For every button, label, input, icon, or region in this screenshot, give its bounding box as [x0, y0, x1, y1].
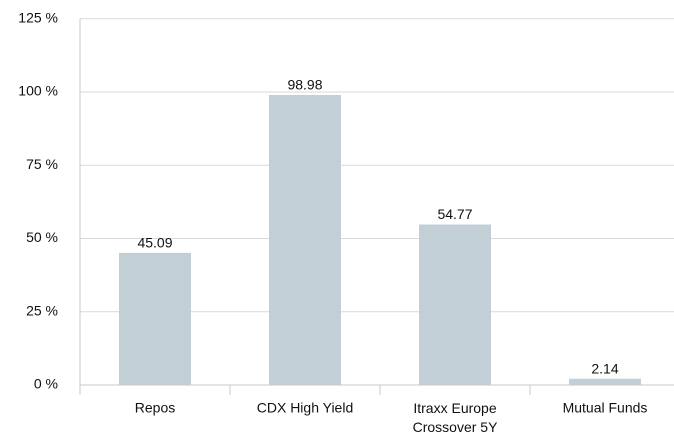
bar [119, 252, 191, 385]
x-tick-label: Itraxx Europe Crossover 5Y [413, 400, 498, 435]
y-tick-label: 75 % [26, 156, 58, 172]
data-label: 45.09 [137, 235, 172, 251]
x-tick-label: Mutual Funds [563, 400, 648, 416]
data-label: 2.14 [591, 360, 618, 376]
bar [419, 224, 491, 385]
x-tick-label: CDX High Yield [257, 400, 354, 416]
y-tick-label: 0 % [34, 376, 58, 392]
bar [569, 378, 641, 385]
data-label: 54.77 [437, 206, 472, 222]
y-tick-label: 50 % [26, 229, 58, 245]
y-tick-label: 125 % [18, 9, 58, 25]
y-tick-label: 100 % [18, 83, 58, 99]
bar [269, 94, 341, 386]
y-tick-label: 25 % [26, 302, 58, 318]
data-label: 98.98 [287, 77, 322, 93]
x-tick-label: Repos [135, 400, 175, 416]
